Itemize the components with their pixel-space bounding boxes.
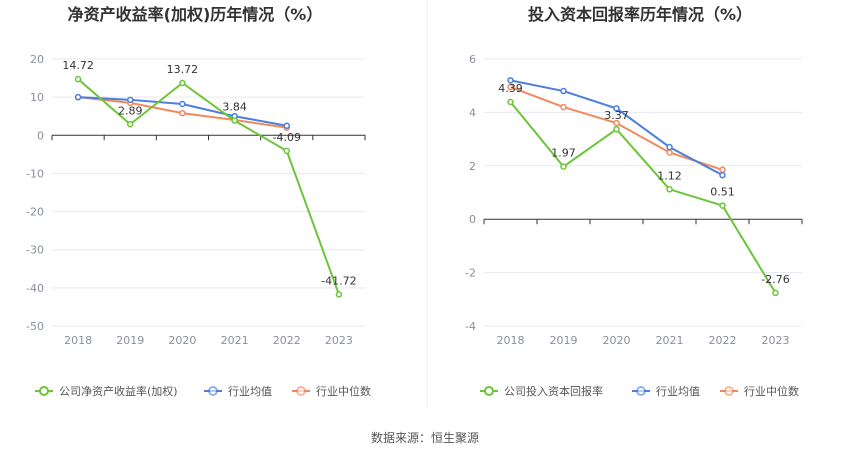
data-point <box>719 166 726 174</box>
data-label: 4.39 <box>498 82 523 95</box>
y-tick-label: 10 <box>30 91 44 104</box>
data-point <box>507 98 514 106</box>
legend-swatch-marker <box>208 386 218 396</box>
y-tick-label: -20 <box>26 206 44 219</box>
series-line <box>77 78 340 295</box>
data-point <box>719 202 726 209</box>
data-point <box>74 75 82 83</box>
y-tick-label: 6 <box>469 53 476 66</box>
data-label: -41.72 <box>321 274 356 287</box>
data-point <box>179 109 186 117</box>
data-label: 3.37 <box>604 109 629 122</box>
legend-label: 行业中位数 <box>744 384 799 398</box>
legend-swatch-marker <box>724 386 734 396</box>
y-tick-label: -50 <box>26 320 44 333</box>
data-point <box>179 100 186 108</box>
data-point <box>613 119 620 127</box>
series-line <box>509 101 777 294</box>
y-tick-label: -40 <box>26 282 44 295</box>
data-point <box>507 77 514 84</box>
data-point <box>127 121 134 128</box>
data-label: 13.72 <box>167 63 199 76</box>
data-point <box>666 186 673 193</box>
roic-chart: 投入资本回报率历年情况（%） 6 4 2 0 -2 -4 2018 2019 2020 2021 20… <box>465 5 803 398</box>
data-label: 2.89 <box>118 104 143 117</box>
y-tick-label: 0 <box>469 213 476 226</box>
y-tick-label: -30 <box>26 244 44 257</box>
data-label: 14.72 <box>62 59 94 72</box>
y-tick-label: 0 <box>37 129 44 142</box>
legend-label: 公司投入资本回报率 <box>504 384 603 398</box>
data-point <box>335 291 343 298</box>
data-point <box>231 117 238 124</box>
legend-item[interactable]: 行业均值 <box>204 385 272 398</box>
chart-title: 净资产收益率(加权)历年情况（%） <box>68 5 323 24</box>
data-label: -4.09 <box>273 131 301 144</box>
legend-swatch-marker <box>296 386 306 396</box>
x-tick-label: 2019 <box>116 334 144 347</box>
x-tick-label: 2023 <box>325 334 353 347</box>
x-tick-label: 2023 <box>762 334 790 347</box>
data-label: 1.97 <box>551 147 576 160</box>
data-point <box>283 147 290 155</box>
legend-item[interactable]: 行业中位数 <box>292 384 371 398</box>
x-tick-label: 2018 <box>64 334 92 347</box>
data-label: 1.12 <box>657 169 682 182</box>
legend-swatch-marker <box>636 386 646 396</box>
data-label: 3.84 <box>222 101 247 114</box>
y-tick-label: -10 <box>26 167 44 180</box>
x-tick-label: 2021 <box>221 334 249 347</box>
x-tick-label: 2020 <box>603 334 631 347</box>
data-point <box>560 103 567 111</box>
data-point <box>74 93 82 101</box>
data-point <box>283 122 290 129</box>
legend-item[interactable]: 行业中位数 <box>720 384 799 398</box>
data-point <box>560 87 567 95</box>
legend-label: 行业均值 <box>228 385 272 398</box>
x-tick-label: 2022 <box>709 334 737 347</box>
legend-label: 行业中位数 <box>316 384 371 398</box>
x-tick-label: 2022 <box>273 334 301 347</box>
legend-item[interactable]: 公司投入资本回报率 <box>480 384 603 398</box>
data-point <box>560 163 567 170</box>
data-point <box>127 96 134 104</box>
legend-item[interactable]: 公司净资产收益率(加权) <box>35 384 178 398</box>
legend-label: 行业均值 <box>656 385 700 398</box>
data-point <box>179 79 186 87</box>
legend-item[interactable]: 行业均值 <box>632 385 700 398</box>
legend-label: 公司净资产收益率(加权) <box>59 384 178 398</box>
data-point <box>666 143 673 151</box>
x-tick-label: 2020 <box>168 334 196 347</box>
data-source: 数据来源：恒生聚源 <box>371 430 479 445</box>
data-point <box>666 149 673 156</box>
data-point <box>613 125 620 133</box>
data-label: 0.51 <box>710 186 735 199</box>
data-point <box>613 105 620 112</box>
y-tick-label: 2 <box>469 160 476 173</box>
x-tick-label: 2018 <box>497 334 525 347</box>
y-tick-label: -2 <box>465 267 476 280</box>
y-tick-label: 20 <box>30 53 44 66</box>
chart-title: 投入资本回报率历年情况（%） <box>528 5 752 24</box>
legend-swatch-marker <box>484 386 494 396</box>
legend-swatch-marker <box>39 386 49 396</box>
data-label: -2.76 <box>761 273 789 286</box>
x-tick-label: 2019 <box>550 334 578 347</box>
data-point <box>507 83 514 91</box>
y-tick-label: 4 <box>469 106 476 119</box>
x-tick-label: 2021 <box>656 334 684 347</box>
roe-chart: 净资产收益率(加权)历年情况（%） 20 10 0 -10 -20 -30 -40 -50 201… <box>26 5 371 398</box>
y-tick-label: -4 <box>465 320 476 333</box>
data-point <box>719 171 726 179</box>
data-point <box>772 289 779 297</box>
